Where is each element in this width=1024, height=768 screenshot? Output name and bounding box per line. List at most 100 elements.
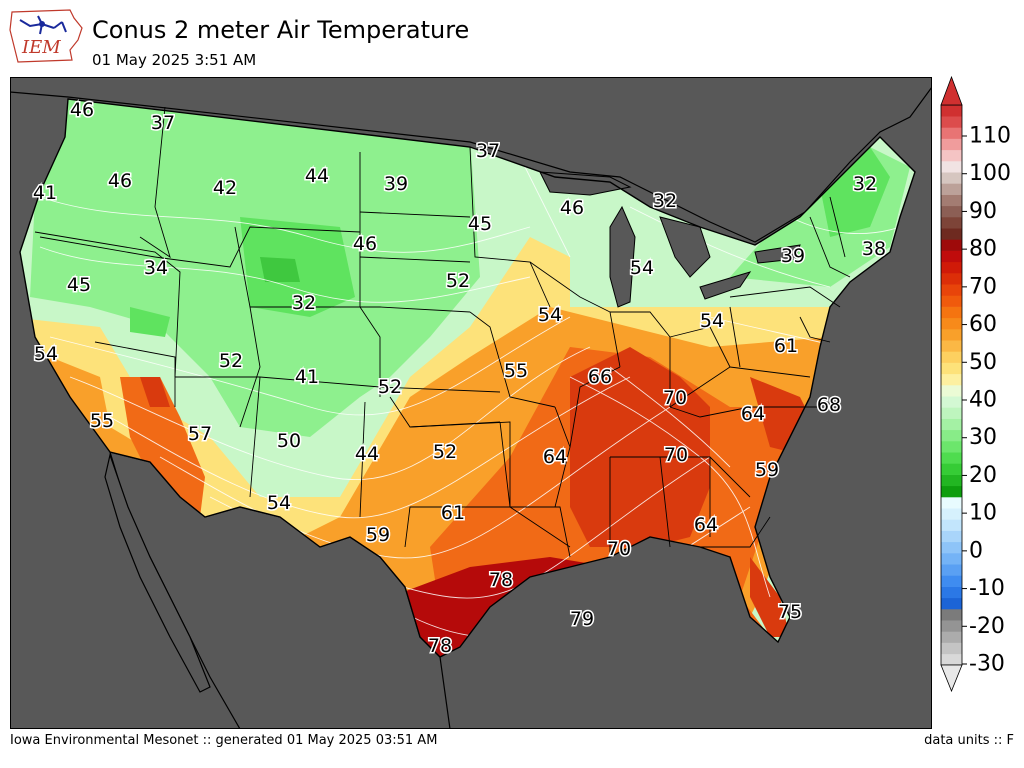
colorbar-bin [941, 497, 962, 509]
temperature-labels: 46 37 37 41 46 42 44 39 46 32 32 45 46 3… [31, 98, 887, 659]
temperature-label: 54 [700, 310, 724, 332]
colorbar-bin [941, 653, 962, 666]
colorbar-bin [941, 620, 962, 632]
colorbar-bin [941, 597, 962, 610]
colorbar-bin [941, 609, 962, 621]
temperature-label: 39 [384, 173, 408, 195]
colorbar-min-arrow [940, 664, 963, 693]
temperature-label: 79 [570, 608, 594, 630]
temperature-label: 52 [219, 350, 243, 372]
colorbar-bin [941, 586, 962, 599]
colorbar-bin [941, 631, 962, 643]
temperature-label: 52 [446, 270, 470, 292]
temperature-label: 42 [213, 177, 237, 199]
colorbar-bin [941, 217, 962, 229]
colorbar-bin [941, 239, 962, 251]
temperature-label: 54 [267, 492, 291, 514]
colorbar-tick-label: 10 [969, 501, 997, 526]
colorbar-tick-label: 100 [969, 161, 1011, 186]
footer-units: data units :: F [924, 733, 1014, 748]
temperature-label: 70 [663, 387, 687, 409]
colorbar-tick-label: 20 [969, 463, 997, 488]
temperature-label: 55 [90, 410, 114, 432]
colorbar-bin [941, 474, 962, 487]
temperature-label: 38 [862, 238, 886, 260]
canada-landmass [10, 77, 932, 243]
temperature-label: 45 [468, 213, 492, 235]
state-borders [34, 106, 851, 558]
colorbar-bin [941, 172, 962, 184]
temperature-label: 54 [630, 257, 654, 279]
colorbar-bins [940, 104, 963, 666]
temperature-label: 37 [476, 140, 500, 162]
colorbar-tick-label: 90 [969, 199, 997, 224]
temperature-label: 68 [817, 394, 841, 416]
colorbar-tick-label: 0 [969, 538, 983, 563]
colorbar-tick-label: -20 [969, 614, 1005, 639]
temperature-label: 78 [489, 569, 513, 591]
colorbar-bin [941, 485, 962, 498]
temperature-label: 70 [607, 538, 631, 560]
colorbar-bin [941, 407, 962, 419]
colorbar-bin [941, 642, 962, 655]
temperature-label: 32 [653, 190, 677, 212]
colorbar-bin [941, 553, 962, 565]
colorbar-bin [941, 508, 962, 520]
footer-credit: Iowa Environmental Mesonet :: generated … [10, 733, 438, 748]
colorbar-bin [941, 127, 962, 139]
temperature-label: 70 [664, 444, 688, 466]
lake-michigan [609, 205, 636, 308]
baja-peninsula [104, 452, 211, 693]
colorbar-bin [941, 373, 962, 386]
temperature-label: 46 [353, 233, 377, 255]
temperature-label: 52 [433, 441, 457, 463]
temperature-map: 46 37 37 41 46 42 44 39 46 32 32 45 46 3… [10, 77, 932, 729]
temperature-label: 52 [378, 376, 402, 398]
colorbar-bin [941, 441, 962, 453]
colorbar-max-arrow [940, 75, 963, 106]
colorbar-bin [941, 183, 962, 195]
colorbar-bin [941, 105, 962, 117]
colorbar-bin [941, 575, 962, 587]
lake-ontario [754, 244, 801, 264]
temperature-field [20, 99, 915, 657]
temperature-label: 64 [741, 403, 765, 425]
iowa-state-outline [9, 9, 83, 63]
colorbar-bin [941, 396, 962, 408]
colorbar-tick-label: 60 [969, 312, 997, 337]
colorbar-tick-label: 50 [969, 350, 997, 375]
colorbar-bin [941, 149, 962, 162]
colorbar-tick-label: 70 [969, 274, 997, 299]
colorbar-bin [941, 261, 962, 274]
map-timestamp: 01 May 2025 3:51 AM [92, 51, 257, 69]
iem-logo: IEM [9, 9, 83, 63]
temperature-label: 54 [538, 304, 562, 326]
colorbar-bin [941, 138, 962, 151]
temperature-label: 34 [144, 257, 168, 279]
colorbar-bin [941, 161, 962, 173]
colorbar-bin [941, 205, 962, 218]
colorbar-bin [941, 295, 962, 307]
logo-text: IEM [21, 37, 61, 58]
colorbar-bin [941, 429, 962, 442]
temperature-label: 44 [305, 165, 329, 187]
colorbar-bin [941, 329, 962, 341]
colorbar-bin [941, 351, 962, 363]
temperature-label: 64 [543, 446, 567, 468]
colorbar-bin [941, 362, 962, 375]
colorbar-bin [941, 418, 962, 431]
temperature-label: 50 [277, 430, 301, 452]
colorbar-tick-label: 80 [969, 237, 997, 262]
temperature-label: 41 [295, 366, 319, 388]
temperature-label: 66 [588, 366, 612, 388]
temperature-label: 75 [778, 601, 802, 623]
map-title: Conus 2 meter Air Temperature [92, 16, 470, 44]
colorbar-bin [941, 340, 962, 352]
colorbar-tick-label: 40 [969, 388, 997, 413]
colorbar-bin [941, 284, 962, 296]
colorbar-bin [941, 564, 962, 576]
temperature-label: 45 [67, 274, 91, 296]
temperature-label: 61 [441, 502, 465, 524]
colorbar-bin [941, 463, 962, 475]
